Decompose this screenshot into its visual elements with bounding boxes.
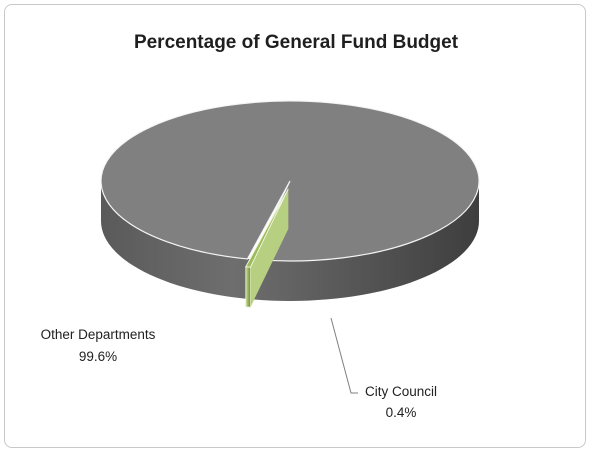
pie-slice-other-departments <box>100 100 480 262</box>
data-label-other-departments-name: Other Departments <box>41 327 156 342</box>
data-label-city-council-name: City Council <box>365 384 437 399</box>
chart-title: Percentage of General Fund Budget <box>133 32 459 53</box>
data-label-city-council-value: 0.4% <box>386 405 417 420</box>
leader-line-city-council <box>330 317 358 394</box>
pie-slice-side-other-departments <box>101 181 479 301</box>
pie-slice-cutface-city-council <box>250 188 289 308</box>
pie-slice-side-city-council <box>245 266 251 308</box>
pie-slice-city-council <box>244 188 289 268</box>
data-label-other-departments-value: 99.6% <box>79 349 117 364</box>
